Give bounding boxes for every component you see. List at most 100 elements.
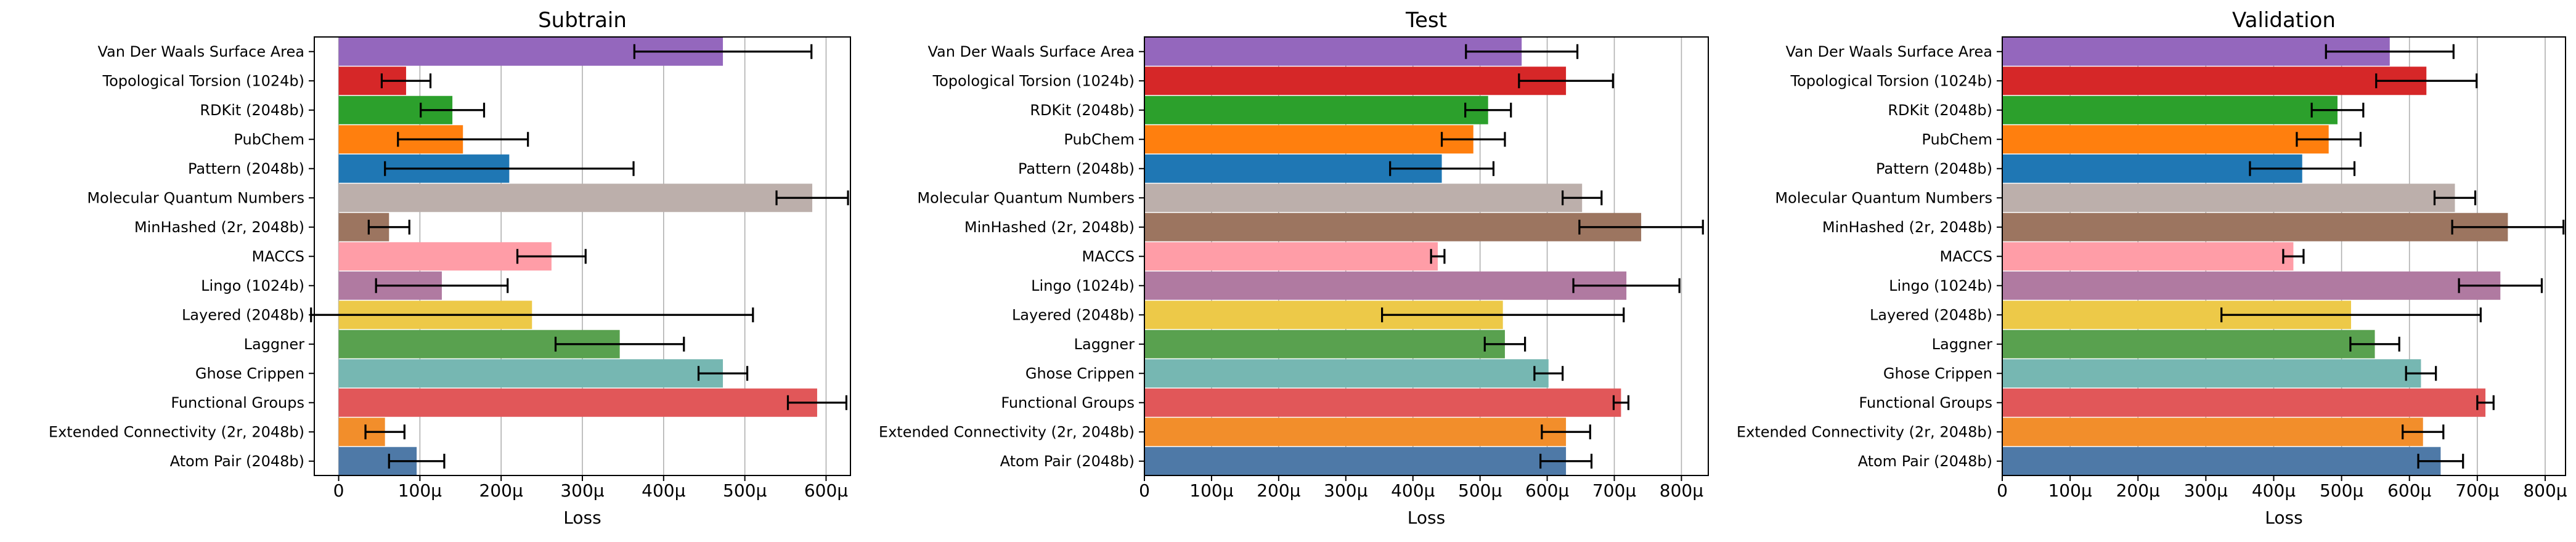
test-xtick-label: 100μ xyxy=(1189,480,1233,501)
test-xtick-label: 400μ xyxy=(1391,480,1435,501)
validation-bar-extended-connectivity-2r-2048b xyxy=(2002,418,2423,447)
subtrain-errorbar-ghose-crippen xyxy=(697,366,749,381)
validation-xtick-label: 400μ xyxy=(2252,480,2296,501)
validation-xtick-label: 700μ xyxy=(2455,480,2499,501)
validation-category-label: Van Der Waals Surface Area xyxy=(1785,43,1992,60)
test-errorbar-molecular-quantum-numbers xyxy=(1562,190,1603,206)
subtrain-errorbar-pattern-2048b xyxy=(384,161,635,176)
test-category-label: Topological Torsion (1024b) xyxy=(932,72,1135,89)
test-xtick-label: 0 xyxy=(1139,480,1150,501)
test-category-label: Pattern (2048b) xyxy=(1018,160,1135,177)
subtrain-xtick-label: 400μ xyxy=(642,480,685,501)
subtrain-category-label: Pattern (2048b) xyxy=(188,160,304,177)
validation-title: Validation xyxy=(2232,8,2336,33)
test-bar-ghose-crippen xyxy=(1144,359,1549,388)
test-bar-minhashed-2r-2048b xyxy=(1144,212,1642,241)
test-errorbar-maccs xyxy=(1430,249,1446,264)
test-bar-pubchem xyxy=(1144,125,1473,154)
test-category-label: MinHashed (2r, 2048b) xyxy=(964,219,1135,236)
test-errorbar-ghose-crippen xyxy=(1533,366,1564,381)
validation-bar-ghose-crippen xyxy=(2002,359,2421,388)
validation-category-label: Molecular Quantum Numbers xyxy=(1775,189,1992,206)
subtrain-category-label: Ghose Crippen xyxy=(195,365,304,382)
subtrain-errorbar-van-der-waals-surface-area xyxy=(633,44,813,59)
subtrain-category-label: Extended Connectivity (2r, 2048b) xyxy=(49,423,304,440)
validation-bar-pubchem xyxy=(2002,125,2329,154)
test-errorbar-minhashed-2r-2048b xyxy=(1578,219,1704,235)
test-title: Test xyxy=(1405,8,1447,33)
validation-errorbar-ghose-crippen xyxy=(2405,366,2437,381)
validation-errorbar-van-der-waals-surface-area xyxy=(2325,44,2455,59)
test-errorbar-lingo-1024b xyxy=(1572,278,1681,293)
validation-errorbar-rdkit-2048b xyxy=(2310,102,2365,118)
test-xtick-label: 600μ xyxy=(1525,480,1569,501)
subtrain-xtick-label: 200μ xyxy=(479,480,523,501)
test-category-label: Ghose Crippen xyxy=(1025,365,1135,382)
test-bar-topological-torsion-1024b xyxy=(1144,67,1567,95)
subtrain-errorbar-minhashed-2r-2048b xyxy=(367,219,410,235)
subtrain-bar-functional-groups xyxy=(338,388,817,417)
subtrain-xaxis-label: Loss xyxy=(563,508,601,528)
subtrain-category-label: MACCS xyxy=(252,248,304,265)
subtrain-title: Subtrain xyxy=(538,8,627,33)
test-category-label: Van Der Waals Surface Area xyxy=(927,43,1135,60)
test-xtick-label: 500μ xyxy=(1458,480,1502,501)
validation-panel: Van Der Waals Surface Area Topological To… xyxy=(1737,8,2567,528)
test-bar-atom-pair-2048b xyxy=(1144,447,1567,475)
subtrain-category-label: Functional Groups xyxy=(171,394,304,411)
test-category-label: Laggner xyxy=(1074,336,1135,353)
subtrain-errorbar-topological-torsion-1024b xyxy=(380,73,432,89)
validation-xtick-label: 800μ xyxy=(2523,480,2567,501)
test-bar-molecular-quantum-numbers xyxy=(1144,184,1583,212)
validation-errorbar-topological-torsion-1024b xyxy=(2375,73,2478,89)
test-bar-rdkit-2048b xyxy=(1144,95,1488,124)
validation-xtick-label: 500μ xyxy=(2320,480,2363,501)
test-category-label: Extended Connectivity (2r, 2048b) xyxy=(879,423,1135,440)
validation-category-label: Lingo (1024b) xyxy=(1889,277,1992,294)
subtrain-category-label: MinHashed (2r, 2048b) xyxy=(134,219,304,236)
subtrain-xtick-label: 0 xyxy=(333,480,344,501)
test-category-label: PubChem xyxy=(1064,131,1135,148)
subtrain-errorbar-laggner xyxy=(554,336,685,352)
test-bar-extended-connectivity-2r-2048b xyxy=(1144,418,1567,447)
test-category-label: Lingo (1024b) xyxy=(1031,277,1135,294)
validation-errorbar-pattern-2048b xyxy=(2249,161,2356,176)
validation-errorbar-extended-connectivity-2r-2048b xyxy=(2402,424,2445,440)
validation-category-label: Functional Groups xyxy=(1859,394,1992,411)
subtrain-xtick-label: 300μ xyxy=(560,480,604,501)
subtrain-errorbar-functional-groups xyxy=(786,395,848,410)
test-xtick-label: 700μ xyxy=(1592,480,1636,501)
test-errorbar-pattern-2048b xyxy=(1389,161,1495,176)
subtrain-xtick-label: 100μ xyxy=(398,480,442,501)
subtrain-category-label: Topological Torsion (1024b) xyxy=(102,72,304,89)
validation-category-label: RDKit (2048b) xyxy=(1888,102,1992,119)
subtrain-errorbar-pubchem xyxy=(397,132,529,147)
subtrain-bar-maccs xyxy=(338,242,552,271)
test-errorbar-rdkit-2048b xyxy=(1464,102,1512,118)
subtrain-xtick-label: 600μ xyxy=(804,480,848,501)
validation-category-label: Atom Pair (2048b) xyxy=(1858,453,1992,470)
test-bar-lingo-1024b xyxy=(1144,271,1627,300)
validation-errorbar-molecular-quantum-numbers xyxy=(2433,190,2477,206)
test-xtick-label: 200μ xyxy=(1257,480,1300,501)
validation-category-label: MACCS xyxy=(1940,248,1992,265)
test-errorbar-topological-torsion-1024b xyxy=(1518,73,1614,89)
test-category-label: Layered (2048b) xyxy=(1012,306,1135,323)
subtrain-xtick-label: 500μ xyxy=(723,480,767,501)
subtrain-category-label: Laggner xyxy=(244,336,305,353)
test-bar-maccs xyxy=(1144,242,1438,271)
test-category-label: Atom Pair (2048b) xyxy=(1000,453,1135,470)
test-category-label: RDKit (2048b) xyxy=(1030,102,1135,119)
test-bar-van-der-waals-surface-area xyxy=(1144,37,1522,66)
subtrain-errorbar-rdkit-2048b xyxy=(420,102,486,118)
validation-bar-maccs xyxy=(2002,242,2294,271)
validation-category-label: Extended Connectivity (2r, 2048b) xyxy=(1737,423,1992,440)
validation-errorbar-maccs xyxy=(2282,249,2305,264)
validation-category-label: Topological Torsion (1024b) xyxy=(1790,72,1992,89)
subtrain-category-label: PubChem xyxy=(234,131,304,148)
validation-category-label: Ghose Crippen xyxy=(1883,365,1992,382)
validation-bar-minhashed-2r-2048b xyxy=(2002,212,2508,241)
validation-errorbar-minhashed-2r-2048b xyxy=(2451,219,2565,235)
test-errorbar-extended-connectivity-2r-2048b xyxy=(1541,424,1591,440)
